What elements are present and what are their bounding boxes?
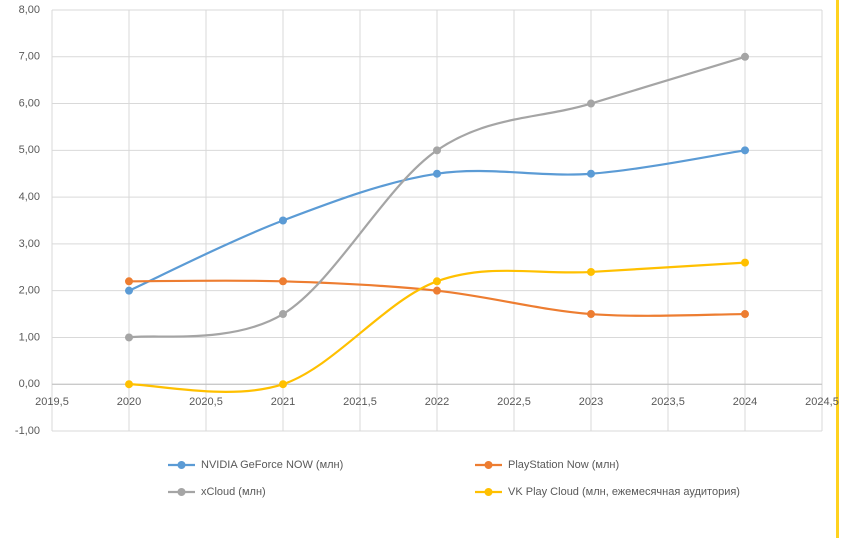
x-tick-label: 2020,5 — [189, 396, 223, 408]
point — [279, 216, 287, 225]
legend-marker — [177, 461, 186, 469]
edge-strip — [836, 0, 839, 538]
point — [125, 286, 133, 295]
point — [741, 310, 749, 319]
legend-marker — [177, 488, 186, 496]
point — [587, 169, 595, 178]
point — [433, 169, 441, 178]
legend-marker — [484, 461, 493, 469]
point — [433, 146, 441, 155]
x-tick-label: 2020 — [117, 396, 141, 408]
point — [125, 333, 133, 342]
x-tick-label: 2021,5 — [343, 396, 377, 408]
point — [741, 258, 749, 267]
y-tick-label: 0,00 — [19, 378, 40, 390]
series-line — [128, 55, 746, 339]
x-tick-label: 2019,5 — [35, 396, 69, 408]
y-tick-label: 2,00 — [19, 285, 40, 297]
legend-marker — [484, 488, 493, 496]
point — [587, 310, 595, 319]
point — [125, 277, 133, 286]
point — [125, 380, 133, 389]
x-tick-label: 2024,5 — [805, 396, 839, 408]
point — [279, 380, 287, 389]
point — [741, 146, 749, 155]
point — [279, 277, 287, 286]
legend-label: PlayStation Now (млн) — [508, 459, 619, 471]
x-tick-label: 2022,5 — [497, 396, 531, 408]
y-tick-label: 8,00 — [19, 4, 40, 16]
legend-label: VK Play Cloud (млн, ежемесячная аудитори… — [508, 486, 740, 498]
point — [433, 286, 441, 295]
x-tick-label: 2024 — [733, 396, 757, 408]
point — [433, 277, 441, 286]
y-tick-label: -1,00 — [15, 425, 40, 437]
point — [741, 52, 749, 61]
y-tick-label: 3,00 — [19, 238, 40, 250]
y-tick-label: 4,00 — [19, 191, 40, 203]
y-tick-label: 5,00 — [19, 144, 40, 156]
point — [279, 310, 287, 319]
x-tick-label: 2022 — [425, 396, 449, 408]
point — [587, 267, 595, 276]
y-tick-label: 1,00 — [19, 331, 40, 343]
point — [587, 99, 595, 108]
x-tick-label: 2023 — [579, 396, 603, 408]
legend-label: xCloud (млн) — [201, 486, 266, 498]
legend-label: NVIDIA GeForce NOW (млн) — [201, 459, 343, 471]
x-tick-label: 2023,5 — [651, 396, 685, 408]
y-tick-label: 6,00 — [19, 97, 40, 109]
x-tick-label: 2021 — [271, 396, 295, 408]
y-tick-label: 7,00 — [19, 51, 40, 63]
